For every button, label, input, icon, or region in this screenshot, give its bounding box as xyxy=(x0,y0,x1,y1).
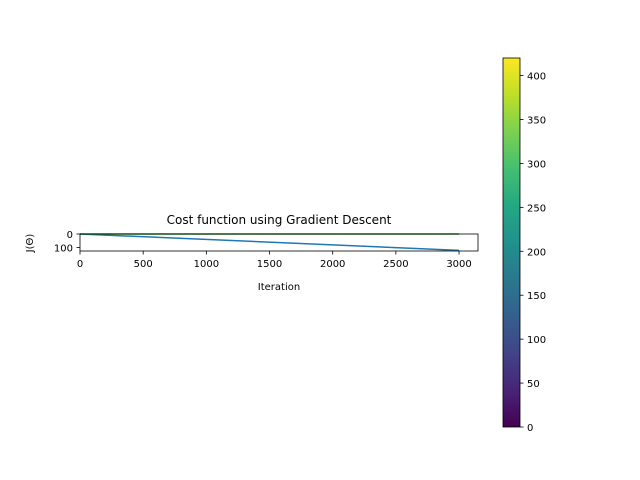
x-tick-label: 500 xyxy=(134,259,153,270)
chart-title: Cost function using Gradient Descent xyxy=(167,213,392,227)
x-tick-label: 0 xyxy=(77,259,83,270)
colorbar-tick-label: 100 xyxy=(527,335,546,346)
colorbar-tick-label: 200 xyxy=(527,247,546,258)
x-axis-label: Iteration xyxy=(258,282,300,293)
x-tick-label: 3000 xyxy=(446,259,471,270)
y-tick-label: 0 xyxy=(67,230,73,241)
y-tick-label: 100 xyxy=(54,244,73,255)
colorbar-gradient xyxy=(503,58,520,427)
colorbar-axis: 0 50 100 150 200 250 300 350 400 xyxy=(520,72,546,434)
x-tick-label: 1500 xyxy=(257,259,282,270)
colorbar-tick-label: 50 xyxy=(527,379,540,390)
x-tick-label: 2000 xyxy=(320,259,345,270)
y-axis-label: J(Θ) xyxy=(25,234,36,254)
colorbar: 0 50 100 150 200 250 300 350 400 xyxy=(502,57,546,434)
colorbar-tick-label: 0 xyxy=(527,423,533,434)
colorbar-tick-label: 350 xyxy=(527,116,546,127)
x-axis: 0 500 1000 1500 2000 2500 3000 xyxy=(77,251,472,270)
series-line-1 xyxy=(79,233,460,252)
colorbar-frame xyxy=(502,57,521,428)
colorbar-tick-label: 300 xyxy=(527,159,546,170)
colorbar-tick-label: 150 xyxy=(527,291,546,302)
x-tick-label: 1000 xyxy=(194,259,219,270)
x-tick-label: 2500 xyxy=(383,259,408,270)
colorbar-tick-label: 400 xyxy=(527,72,546,83)
colorbar-tick-label: 250 xyxy=(527,203,546,214)
plot-frame xyxy=(79,233,479,252)
